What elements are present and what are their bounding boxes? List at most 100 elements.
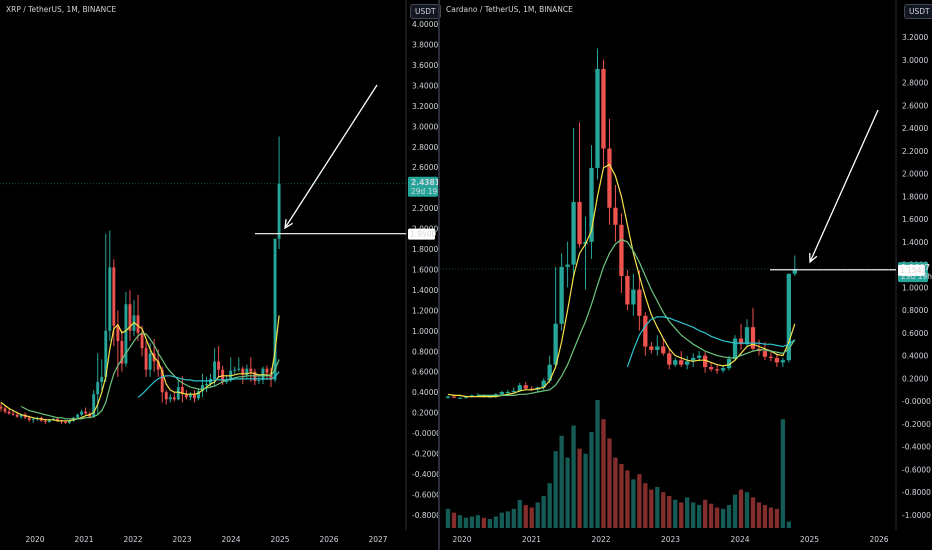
pane-divider[interactable] (438, 0, 440, 550)
candle-body (792, 269, 797, 274)
candle-body (192, 394, 196, 399)
volume-bar (607, 438, 612, 528)
volume-bar (673, 499, 678, 528)
volume-bar (708, 503, 714, 528)
y-tick-label: 2.2000 (412, 204, 438, 213)
y-tick-label: 2.6000 (902, 101, 928, 110)
candle-body (541, 380, 546, 388)
x-tick-label: 2024 (730, 535, 749, 544)
candle-body (7, 411, 11, 414)
candle-body (559, 266, 564, 324)
candle-body (68, 420, 71, 423)
candle-body (31, 418, 35, 420)
y-tick-label: 2.8000 (902, 79, 928, 88)
ada-currency-button[interactable]: USDT (904, 4, 932, 19)
candle-body (457, 397, 463, 399)
candle-body (76, 414, 80, 418)
volume-bar (547, 483, 552, 528)
x-tick-label: 2025 (270, 535, 289, 544)
volume-bar (511, 508, 516, 528)
y-tick-label: 1.0000 (902, 283, 928, 292)
candle-body (732, 338, 738, 360)
candle-body (47, 419, 51, 422)
y-tick-label: 0.4000 (412, 388, 438, 397)
volume-bar (685, 497, 690, 528)
marked-level-value: 1.1541 (900, 266, 926, 275)
candle-body (625, 275, 630, 305)
candle-body (217, 361, 221, 370)
volume-bar (571, 425, 576, 528)
volume-bar (469, 516, 475, 528)
volume-bar (667, 496, 672, 528)
candle-body (708, 366, 714, 370)
y-tick-label: 3.0000 (412, 122, 438, 131)
candle-body (553, 323, 558, 365)
candle-body (100, 376, 104, 382)
y-tick-label: 1.6000 (902, 215, 928, 224)
moving-average-line (137, 371, 280, 398)
volume-bar (768, 507, 774, 528)
candle-body (529, 388, 534, 390)
y-tick-label: 0.2000 (412, 409, 438, 418)
candle-body (96, 381, 100, 395)
last-price-badge (408, 176, 438, 197)
xrp-symbol-label: XRP / TetherUS, 1M, BINANCE (6, 5, 117, 14)
volume-bar (583, 453, 588, 528)
candle-body (667, 353, 672, 365)
y-tick-label: 4.0000 (412, 20, 438, 29)
candle-body (679, 360, 684, 365)
y-tick-label: 0.6000 (902, 329, 928, 338)
y-tick-label: 2.0000 (902, 170, 928, 179)
candle-body (176, 387, 180, 400)
candle-body (613, 207, 618, 225)
xrp-chart-pane[interactable]: 4.0000 3.8000 3.6000 3.4000 3.2000 3.0000 2.80… (0, 0, 441, 550)
y-tick-label: 2.8000 (412, 143, 438, 152)
volume-bar (535, 502, 540, 528)
candle-body (144, 348, 148, 370)
candle-body (80, 411, 84, 415)
y-tick-label: -0.6000 (902, 465, 931, 474)
volume-bar (499, 512, 504, 528)
y-tick-label: 3.0000 (902, 56, 928, 65)
candle-body (168, 397, 172, 400)
candle-body (273, 238, 277, 380)
y-tick-label: 1.6000 (412, 265, 438, 274)
candle-body (661, 346, 666, 354)
xrp-currency-button[interactable]: USDT (410, 4, 441, 19)
candle-body (225, 379, 229, 382)
volume-bar (691, 502, 696, 528)
y-tick-label: -0.6000 (412, 490, 438, 499)
candle-body (697, 355, 702, 358)
annotation-arrowhead (284, 218, 294, 230)
volume-bar (463, 517, 469, 528)
candle-body (128, 304, 132, 331)
x-tick-label: 2023 (661, 535, 680, 544)
volume-bar (750, 497, 756, 528)
volume-bar (774, 508, 780, 528)
volume-bar (445, 508, 451, 528)
y-tick-label: 0.2000 (902, 374, 928, 383)
candle-body (780, 360, 786, 363)
ada-chart[interactable]: 3.2000 3.0000 2.8000 2.6000 2.4000 2.2000 2.00… (440, 0, 932, 550)
candle-body (92, 394, 96, 417)
candle-body (643, 315, 648, 347)
ada-chart-pane[interactable]: 3.2000 3.0000 2.8000 2.6000 2.4000 2.2000 2.00… (440, 0, 932, 550)
candle-body (511, 390, 516, 393)
y-tick-label: 2.4000 (902, 124, 928, 133)
candle-body (589, 167, 594, 242)
volume-bar (738, 489, 744, 528)
y-tick-label: -0.0000 (412, 429, 438, 438)
volume-bar (565, 457, 570, 528)
volume-bar (679, 502, 684, 528)
candle-body (577, 202, 582, 245)
volume-bar (553, 451, 558, 528)
volume-bar (451, 512, 457, 528)
candle-body (505, 392, 510, 394)
volume-bar (643, 483, 648, 528)
y-tick-label: 1.4000 (902, 238, 928, 247)
candle-body (738, 338, 744, 345)
xrp-chart[interactable]: 4.0000 3.8000 3.6000 3.4000 3.2000 3.0000 2.80… (0, 0, 438, 550)
candle-body (245, 368, 249, 375)
volume-bar (541, 496, 546, 528)
y-tick-label: 1.8000 (412, 245, 438, 254)
